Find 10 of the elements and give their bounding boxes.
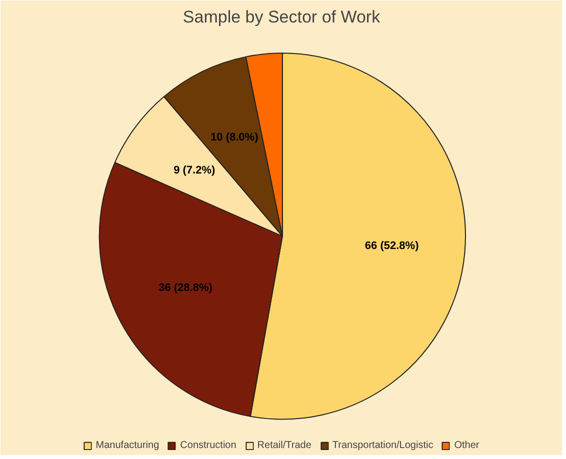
legend-label: Construction bbox=[180, 440, 236, 451]
data-label: 10 (8.0%) bbox=[210, 132, 259, 144]
legend-label: Manufacturing bbox=[96, 440, 160, 451]
data-label: 36 (28.8%) bbox=[158, 282, 213, 294]
chart-title: Sample by Sector of Work bbox=[182, 8, 381, 26]
legend-label: Other bbox=[454, 440, 480, 451]
legend-label: Transportation/Logistic bbox=[332, 440, 434, 451]
data-label: 9 (7.2%) bbox=[174, 164, 216, 177]
data-label: 66 (52.8%) bbox=[364, 240, 420, 252]
legend-label: Retail/Trade bbox=[257, 440, 312, 451]
